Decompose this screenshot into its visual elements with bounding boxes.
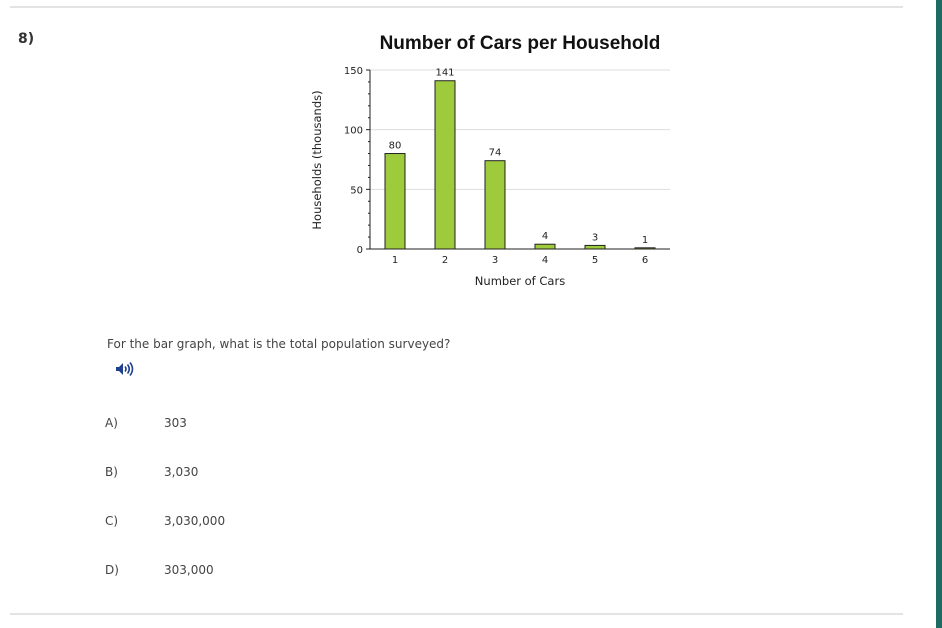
x-tick-label-2: 2 (442, 255, 448, 266)
choice-a-value: 303 (164, 416, 187, 430)
choice-a-letter: A) (105, 416, 118, 430)
question-text: For the bar graph, what is the total pop… (107, 337, 451, 351)
y-axis-label: Households (thousands) (310, 90, 324, 229)
chart-gridlines (370, 69, 670, 190)
choice-b-letter: B) (105, 465, 118, 479)
top-divider (10, 6, 903, 8)
choice-c-value: 3,030,000 (164, 514, 226, 528)
bar-5 (584, 244, 606, 250)
data-label-4: 4 (542, 231, 548, 242)
x-tick-label-1: 1 (392, 255, 398, 266)
data-label-6: 1 (642, 235, 648, 246)
y-tick-label-150: 150 (344, 66, 363, 77)
speaker-audio-icon[interactable] (114, 360, 136, 378)
bar-2 (434, 80, 456, 250)
y-tick-label-50: 50 (350, 185, 363, 196)
y-tick-label-0: 0 (357, 245, 363, 256)
chart-tick-labels: 0 50 100 150 80 1 141 2 74 3 4 4 3 5 1 6 (344, 66, 648, 266)
bar-1 (384, 153, 406, 250)
bottom-divider (10, 613, 903, 615)
bar-3 (484, 160, 506, 250)
data-label-2: 141 (435, 68, 454, 79)
data-label-1: 80 (389, 141, 402, 152)
choice-d-letter: D) (105, 563, 119, 577)
bar-4 (534, 243, 556, 250)
x-tick-label-6: 6 (642, 255, 648, 266)
choice-c-letter: C) (105, 514, 119, 528)
choice-b-value: 3,030 (164, 465, 199, 479)
x-tick-label-3: 3 (492, 255, 498, 266)
chart-bars (384, 80, 656, 250)
bar-chart: Number of Cars per Household 0 50 100 150 80… (310, 33, 670, 288)
question-number: 8) (18, 31, 35, 47)
choice-d-value: 303,000 (164, 563, 214, 577)
chart-title: Number of Cars per Household (380, 33, 661, 54)
x-tick-label-5: 5 (592, 255, 598, 266)
data-label-5: 3 (592, 232, 598, 243)
x-tick-label-4: 4 (542, 255, 548, 266)
data-label-3: 74 (489, 148, 502, 159)
right-edge-bar (936, 0, 942, 628)
y-tick-label-100: 100 (344, 126, 363, 137)
chart-axes (366, 69, 670, 250)
x-axis-label: Number of Cars (475, 274, 565, 288)
